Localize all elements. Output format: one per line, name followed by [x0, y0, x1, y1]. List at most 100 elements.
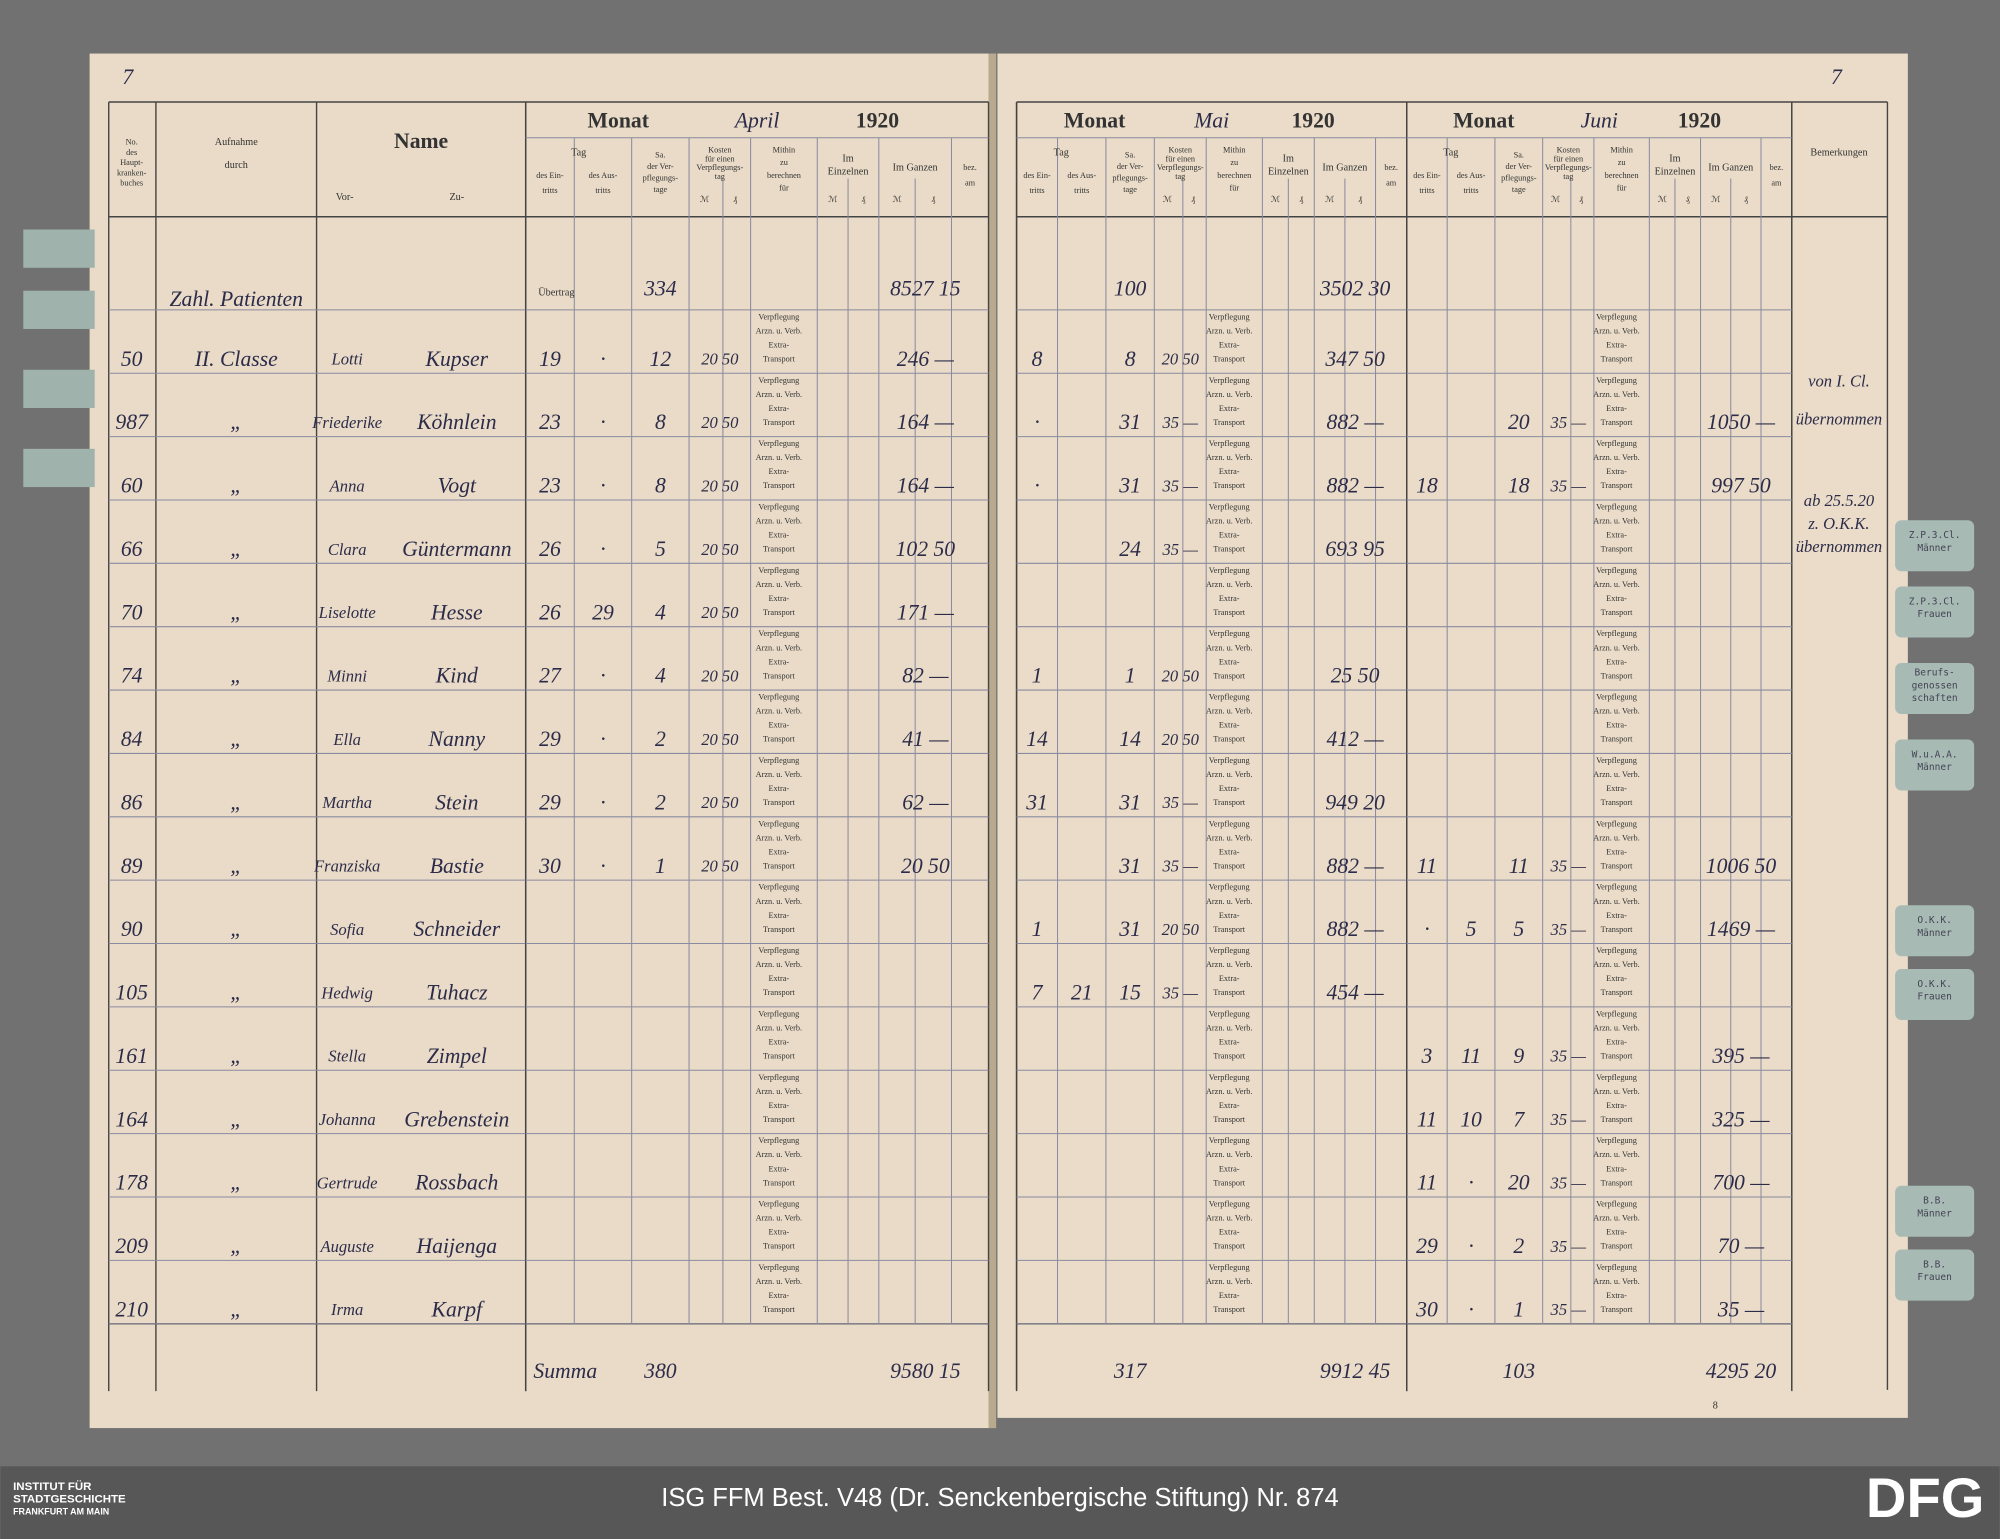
sub-label: Transport	[1601, 735, 1634, 744]
sub-label: Extra-	[1606, 847, 1627, 856]
entry: 1050 —	[1707, 410, 1776, 434]
entry: 102 50	[896, 537, 956, 561]
sub-label: Arzn. u. Verb.	[756, 580, 802, 589]
sub-label: Verpflegung	[1596, 819, 1637, 828]
row-number: 178	[115, 1171, 148, 1195]
header-label: Einzelnen	[1268, 166, 1309, 177]
admitted-by: „	[230, 474, 242, 498]
entry: 11	[1417, 1171, 1437, 1195]
entry: 41 —	[902, 727, 949, 751]
currency-label: ₰	[1686, 195, 1690, 204]
sub-label: Extra-	[1606, 340, 1627, 349]
sub-label: Transport	[1213, 1115, 1246, 1124]
sub-label: Arzn. u. Verb.	[1206, 453, 1252, 462]
carry-value: 100	[1114, 277, 1147, 301]
sum-value: 317	[1113, 1359, 1148, 1383]
last-name: Hesse	[430, 600, 483, 624]
entry: 882 —	[1327, 854, 1385, 878]
row-number: 60	[121, 474, 143, 498]
entry: 949 20	[1325, 790, 1385, 814]
entry: 26	[539, 600, 561, 624]
sub-label: Extra-	[1219, 594, 1240, 603]
remark: z. O.K.K.	[1807, 514, 1869, 533]
sub-label: Verpflegung	[758, 376, 799, 385]
sub-label: Transport	[763, 1178, 796, 1187]
currency-label: ₰	[861, 195, 865, 204]
entry: 20 50	[701, 603, 739, 622]
month-year: 1920	[1678, 108, 1721, 132]
sub-label: Extra-	[769, 594, 790, 603]
sub-label: Extra-	[769, 1038, 790, 1047]
sub-label: Arzn. u. Verb.	[1206, 770, 1252, 779]
first-name: Clara	[328, 540, 367, 559]
sub-label: Extra-	[769, 467, 790, 476]
admitted-by: „	[230, 1234, 242, 1258]
sub-label: Verpflegung	[758, 819, 799, 828]
entry: ·	[1468, 1171, 1473, 1195]
entry: 31	[1118, 854, 1141, 878]
header-label: buches	[120, 179, 143, 188]
sub-label: Transport	[1213, 354, 1246, 363]
sub-label: Extra-	[1219, 1291, 1240, 1300]
header-label: kranken-	[117, 168, 147, 177]
sub-label: Verpflegung	[1209, 566, 1250, 575]
sub-label: Arzn. u. Verb.	[1593, 707, 1639, 716]
sub-label: Verpflegung	[1596, 756, 1637, 765]
sub-label: Arzn. u. Verb.	[1593, 643, 1639, 652]
sub-label: Extra-	[769, 974, 790, 983]
last-name: Köhnlein	[416, 410, 496, 434]
tab-label: Männer	[1917, 762, 1952, 773]
header-label: Mithin	[773, 145, 796, 154]
row-number: 164	[115, 1107, 148, 1131]
entry: 35 —	[1550, 1300, 1587, 1319]
sub-label: Transport	[1213, 798, 1246, 807]
entry: 20 50	[701, 350, 739, 369]
sub-label: Verpflegung	[1209, 439, 1250, 448]
remark: von I. Cl.	[1808, 371, 1870, 390]
entry: 20 50	[1162, 666, 1200, 685]
sub-label: Arzn. u. Verb.	[756, 326, 802, 335]
entry: 20 50	[901, 854, 950, 878]
entry: 14	[1119, 727, 1141, 751]
header-label: am	[1771, 179, 1782, 188]
currency-label: ₰	[1744, 195, 1748, 204]
header-label: Kosten	[1169, 145, 1192, 154]
tab	[23, 229, 95, 268]
sub-label: Verpflegung	[758, 946, 799, 955]
entry: 35 —	[1162, 540, 1199, 559]
entry: 14	[1026, 727, 1048, 751]
admitted-by: „	[230, 537, 242, 561]
sum-value: 9580 15	[890, 1359, 961, 1383]
entry: 35 —	[1550, 1047, 1587, 1066]
entry: ·	[600, 347, 605, 371]
sub-label: Extra-	[769, 531, 790, 540]
sub-label: Extra-	[1606, 974, 1627, 983]
sheet-number: 8	[1713, 1401, 1718, 1412]
sub-label: Transport	[763, 1052, 796, 1061]
first-name: Sofia	[330, 920, 364, 939]
sub-label: Verpflegung	[758, 1136, 799, 1145]
header-label: für einen	[705, 154, 735, 163]
last-name: Tuhacz	[426, 981, 488, 1005]
sub-label: Extra-	[1606, 1038, 1627, 1047]
header-label: des Aus-	[589, 171, 618, 180]
row-number: 90	[121, 917, 143, 941]
sub-label: Extra-	[769, 1101, 790, 1110]
header-label: berechnen	[767, 171, 801, 180]
header-label: des Aus-	[1067, 171, 1096, 180]
tab	[23, 369, 95, 409]
last-name: Rossbach	[414, 1171, 498, 1195]
sub-label: Verpflegung	[1209, 1200, 1250, 1209]
entry: ·	[1468, 1297, 1473, 1321]
entry: ·	[600, 854, 605, 878]
entry: 20	[1508, 410, 1530, 434]
sub-label: Transport	[763, 418, 796, 427]
sub-label: Transport	[1601, 418, 1634, 427]
currency-label: ℳ	[828, 195, 837, 204]
sub-label: Verpflegung	[1596, 693, 1637, 702]
first-name: Liselotte	[318, 603, 376, 622]
entry: ·	[600, 790, 605, 814]
header-label: No.	[126, 138, 138, 147]
header-label: Mithin	[1223, 145, 1246, 154]
sub-label: Verpflegung	[1596, 439, 1637, 448]
